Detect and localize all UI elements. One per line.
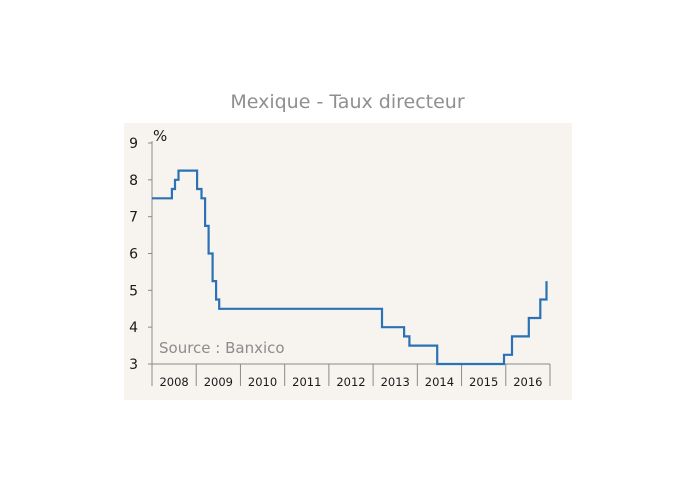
y-tick-label: 5 [129, 283, 138, 299]
x-tick-label: 2014 [425, 375, 454, 389]
plot-background [124, 123, 572, 400]
y-unit-label: % [153, 127, 167, 145]
y-tick-label: 7 [129, 210, 138, 226]
y-tick-label: 6 [129, 247, 138, 263]
x-tick-label: 2010 [248, 375, 277, 389]
y-tick-label: 8 [129, 173, 138, 189]
x-tick-label: 2012 [336, 375, 365, 389]
series-line [152, 169, 548, 366]
chart-title: Mexique - Taux directeur [230, 91, 465, 113]
y-tick-labels: 3 4 5 6 7 8 9 [129, 136, 152, 373]
x-tick-label: 2009 [204, 375, 233, 389]
source-annotation: Source : Banxico [159, 339, 285, 357]
x-tick-label: 2011 [292, 375, 321, 389]
x-tick-labels: 2008 2009 2010 2011 2012 2013 2014 2015 2016 [151, 364, 551, 389]
y-tick-label: 3 [129, 357, 138, 373]
y-tick-label: 4 [129, 320, 138, 336]
x-tick-label: 2008 [159, 375, 188, 389]
x-tick-label: 2016 [513, 375, 542, 389]
x-tick-label: 2013 [381, 375, 410, 389]
y-tick-label: 9 [129, 136, 138, 152]
x-tick-label: 2015 [469, 375, 498, 389]
